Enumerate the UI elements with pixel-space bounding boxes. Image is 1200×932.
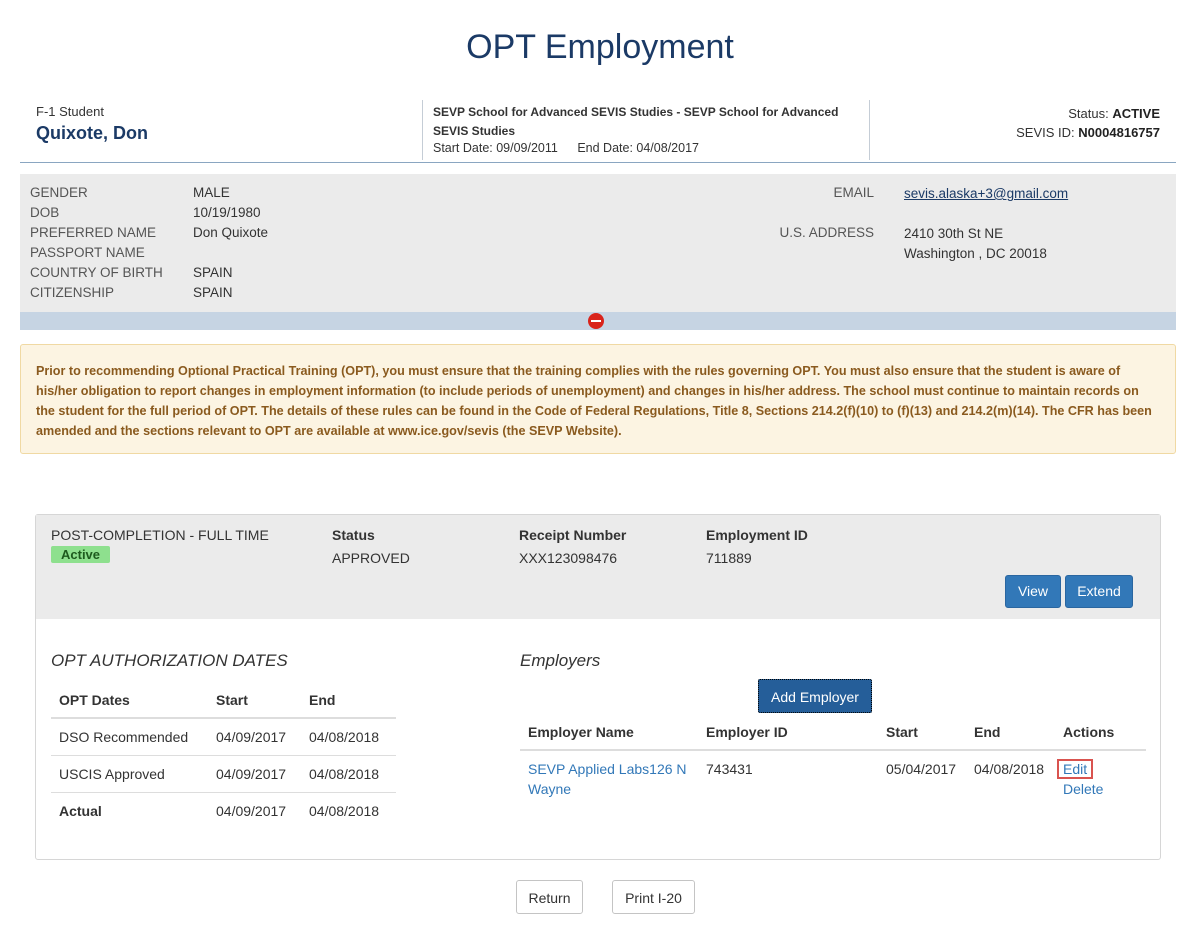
opt-record-card: POST-COMPLETION - FULL TIME Active Statu… — [35, 514, 1161, 860]
collapse-icon[interactable] — [588, 313, 604, 329]
bio-label: PREFERRED NAME — [30, 225, 157, 240]
address-line-1: 2410 30th St NE — [904, 226, 1004, 241]
column-header: Employer Name — [520, 715, 698, 751]
receipt-number-value: XXX123098476 — [519, 550, 618, 566]
table-cell: 04/09/2017 — [208, 755, 301, 793]
page-title: OPT Employment — [466, 28, 734, 66]
bio-value: SPAIN — [193, 265, 233, 280]
table-row: Actual 04/09/2017 04/08/2018 — [51, 792, 396, 829]
employers-title: Employers — [520, 651, 601, 670]
employer-start: 05/04/2017 — [886, 761, 957, 777]
table-cell: DSO Recommended — [51, 717, 208, 756]
bio-label: DOB — [30, 205, 60, 220]
receipt-number-header: Receipt Number — [519, 527, 627, 543]
edit-link[interactable]: Edit — [1057, 759, 1094, 779]
bio-label: COUNTRY OF BIRTH — [30, 265, 163, 280]
table-cell: 04/08/2018 — [301, 792, 396, 829]
address-line-2: Washington , DC 20018 — [904, 246, 1047, 261]
school-name: SEVP School for Advanced SEVIS Studies -… — [433, 105, 839, 138]
address-label: U.S. ADDRESS — [779, 225, 874, 240]
status-value: APPROVED — [332, 550, 410, 566]
bio-label: GENDER — [30, 185, 88, 200]
auth-dates-title: OPT AUTHORIZATION DATES — [51, 651, 288, 670]
column-header: Actions — [1055, 715, 1146, 751]
column-header: Start — [878, 715, 966, 751]
table-cell: Actual — [51, 792, 208, 829]
bio-label: CITIZENSHIP — [30, 285, 115, 300]
collapse-bar[interactable] — [20, 312, 1176, 330]
employer-end: 04/08/2018 — [974, 761, 1045, 777]
status-label: Status: — [1068, 106, 1109, 121]
bio-field: CITIZENSHIP SPAIN — [30, 285, 233, 300]
column-header: OPT Dates — [51, 683, 208, 719]
student-role: F-1 Student — [36, 104, 104, 119]
bio-value: 10/19/1980 — [193, 205, 261, 220]
opt-notice: Prior to recommending Optional Practical… — [20, 344, 1176, 454]
program-end-date: End Date: 04/08/2017 — [577, 141, 699, 155]
bio-value: Don Quixote — [193, 225, 269, 240]
status-badge: Active — [51, 546, 111, 563]
table-cell: USCIS Approved — [51, 755, 208, 793]
sevis-id-value: N0004816757 — [1078, 125, 1160, 140]
table-row: SEVP Applied Labs126 N Wayne 743431 05/0… — [520, 750, 1146, 807]
bio-field: PASSPORT NAME — [30, 245, 193, 260]
employer-id: 743431 — [706, 761, 753, 777]
table-cell: 04/08/2018 — [301, 755, 396, 793]
status-header: Status — [332, 527, 375, 543]
view-button[interactable]: View — [1005, 575, 1061, 608]
column-header: Start — [208, 683, 301, 719]
table-cell: 04/09/2017 — [208, 717, 301, 756]
bio-field: DOB 10/19/1980 — [30, 205, 261, 220]
status-value: ACTIVE — [1112, 106, 1160, 121]
employers-table: Employer Name Employer ID Start End Acti… — [520, 715, 1146, 807]
table-cell: 04/09/2017 — [208, 792, 301, 829]
student-header: F-1 Student Quixote, Don SEVP School for… — [20, 100, 1176, 163]
delete-link[interactable]: Delete — [1063, 781, 1104, 797]
email-link[interactable]: sevis.alaska+3@gmail.com — [904, 186, 1069, 201]
employer-name-link[interactable]: SEVP Applied Labs126 N Wayne — [528, 761, 687, 797]
opt-record-header: POST-COMPLETION - FULL TIME Active Statu… — [36, 515, 1160, 619]
column-header: End — [301, 683, 396, 719]
email-label: EMAIL — [833, 185, 874, 200]
column-header: Employer ID — [698, 715, 878, 751]
bio-value: MALE — [193, 185, 230, 200]
employment-id-value: 711889 — [706, 550, 752, 566]
opt-type: POST-COMPLETION - FULL TIME — [51, 527, 269, 543]
column-header: End — [966, 715, 1055, 751]
extend-button[interactable]: Extend — [1065, 575, 1133, 608]
auth-dates-table: OPT Dates Start End DSO Recommended 04/0… — [51, 683, 396, 829]
sevis-id-label: SEVIS ID: — [1016, 125, 1075, 140]
table-row: USCIS Approved 04/09/2017 04/08/2018 — [51, 755, 396, 793]
program-start-date: Start Date: 09/09/2011 — [433, 141, 558, 155]
bio-value: SPAIN — [193, 285, 233, 300]
print-i20-button[interactable]: Print I-20 — [612, 880, 695, 914]
table-row: DSO Recommended 04/09/2017 04/08/2018 — [51, 717, 396, 756]
student-name: Quixote, Don — [36, 123, 148, 143]
bio-panel: GENDER MALE DOB 10/19/1980 PREFERRED NAME D… — [20, 174, 1176, 312]
bio-field: GENDER MALE — [30, 185, 230, 200]
bio-label: PASSPORT NAME — [30, 245, 145, 260]
bio-field: COUNTRY OF BIRTH SPAIN — [30, 265, 233, 280]
employment-id-header: Employment ID — [706, 527, 808, 543]
table-cell: 04/08/2018 — [301, 717, 396, 756]
return-button[interactable]: Return — [516, 880, 583, 914]
bio-field: PREFERRED NAME Don Quixote — [30, 225, 268, 240]
add-employer-button[interactable]: Add Employer — [758, 679, 872, 713]
